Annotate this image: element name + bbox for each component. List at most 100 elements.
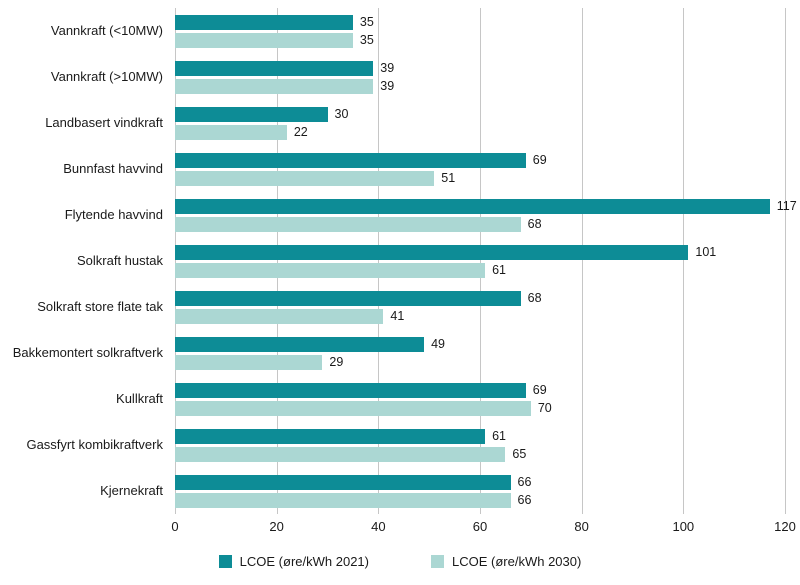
bar-2030 (175, 78, 374, 94)
bar-track: 66 (175, 492, 785, 508)
bar-track: 35 (175, 32, 785, 48)
bar-2030 (175, 400, 531, 416)
bar-pair: 30 22 (175, 106, 785, 140)
value-label: 51 (441, 171, 456, 185)
bar-2021 (175, 106, 328, 122)
bar-track: 61 (175, 428, 785, 444)
category-label: Vannkraft (<10MW) (50, 22, 163, 38)
bar-track: 69 (175, 152, 785, 168)
bar-pair: 101 61 (175, 244, 785, 278)
value-label: 61 (492, 429, 506, 443)
category-label: Vannkraft (>10MW) (50, 68, 163, 84)
x-tick-label: 100 (672, 519, 695, 534)
value-label: 66 (517, 475, 532, 489)
bar-track: 51 (175, 170, 785, 186)
gridline (175, 8, 176, 514)
bar-track: 41 (175, 308, 785, 324)
category-label: Bakkemontert solkraftverk (12, 344, 163, 360)
bar-2021 (175, 152, 526, 168)
bar-2030 (175, 262, 486, 278)
chart-row: Kullkraft 69 70 (0, 376, 800, 422)
value-label: 66 (517, 493, 532, 507)
legend-label: LCOE (øre/kWh 2030) (452, 554, 582, 569)
bar-pair: 69 51 (175, 152, 785, 186)
value-label: 101 (695, 245, 717, 259)
gridline (785, 8, 786, 514)
bar-2021 (175, 14, 353, 30)
value-label: 68 (527, 217, 542, 231)
value-label: 68 (527, 291, 542, 305)
chart-row: Gassfyrt kombikraftverk 61 65 (0, 422, 800, 468)
value-label: 35 (359, 33, 374, 47)
bar-track: 22 (175, 124, 785, 140)
bar-pair: 49 29 (175, 336, 785, 370)
category-label: Bunnfast havvind (63, 160, 163, 176)
gridline (480, 8, 481, 514)
bar-track: 35 (175, 14, 785, 30)
legend-item-2021: LCOE (øre/kWh 2021) (218, 554, 369, 569)
legend-swatch (218, 555, 232, 568)
x-axis: 0 20 40 60 80 100 120 (0, 514, 800, 538)
chart-row: Landbasert vindkraft 30 22 (0, 100, 800, 146)
bar-track: 39 (175, 60, 785, 76)
gridline (378, 8, 380, 514)
chart-row: Vannkraft (>10MW) 39 39 (0, 54, 800, 100)
category-label: Kullkraft (116, 390, 163, 406)
value-label: 39 (380, 79, 395, 93)
bar-pair: 117 68 (175, 198, 797, 232)
bar-pair: 69 70 (175, 382, 785, 416)
x-tick-label: 80 (574, 519, 589, 534)
bar-track: 49 (175, 336, 785, 352)
bar-2030 (175, 308, 384, 324)
value-label: 30 (334, 107, 349, 121)
x-axis-ticks: 0 20 40 60 80 100 120 (171, 519, 795, 537)
category-label: Solkraft store flate tak (37, 298, 163, 314)
value-label: 41 (390, 309, 405, 323)
chart-row: Solkraft store flate tak 68 41 (0, 284, 800, 330)
bar-pair: 66 66 (175, 474, 785, 508)
bar-track: 101 (175, 244, 785, 260)
gridline (683, 8, 685, 514)
bar-track: 117 (175, 198, 797, 214)
category-label: Gassfyrt kombikraftverk (26, 436, 163, 452)
value-label: 69 (532, 153, 547, 167)
bar-track: 66 (175, 474, 785, 490)
legend: LCOE (øre/kWh 2021) LCOE (øre/kWh 2030) (0, 554, 800, 569)
bar-2021 (175, 290, 521, 306)
bar-track: 61 (175, 262, 785, 278)
bar-track: 68 (175, 290, 785, 306)
bar-2030 (175, 32, 353, 48)
legend-swatch (431, 555, 444, 568)
gridline (581, 8, 583, 514)
x-tick-label: 0 (171, 519, 179, 534)
value-label: 65 (512, 447, 527, 461)
bar-track: 39 (175, 78, 785, 94)
x-tick-label: 120 (774, 519, 796, 534)
value-label: 22 (293, 125, 308, 139)
chart-row: Bakkemontert solkraftverk 49 29 (0, 330, 800, 376)
bar-2030 (175, 446, 506, 462)
gridline (276, 8, 278, 514)
value-label: 70 (537, 401, 552, 415)
bar-2030 (175, 170, 435, 186)
bar-2021 (175, 198, 770, 214)
legend-item-2030: LCOE (øre/kWh 2030) (431, 554, 581, 569)
category-label: Solkraft hustak (77, 252, 163, 268)
rows: Vannkraft (<10MW) 35 35 Vannkraft (>10MW) 39… (0, 8, 800, 514)
bar-2021 (175, 382, 526, 398)
bar-track: 29 (175, 354, 785, 370)
chart-row: Kjernekraft 66 66 (0, 468, 800, 514)
category-label: Flytende havvind (64, 206, 163, 222)
value-label: 117 (776, 199, 797, 213)
bar-2021 (175, 428, 486, 444)
category-label: Kjernekraft (100, 482, 163, 498)
bar-pair: 35 35 (175, 14, 785, 48)
bar-2030 (175, 354, 323, 370)
x-tick-label: 20 (269, 519, 284, 534)
category-label: Landbasert vindkraft (45, 114, 163, 130)
bar-2021 (175, 60, 374, 76)
chart-row: Solkraft hustak 101 61 (0, 238, 800, 284)
bar-2030 (175, 492, 511, 508)
chart-row: Vannkraft (<10MW) 35 35 (0, 8, 800, 54)
